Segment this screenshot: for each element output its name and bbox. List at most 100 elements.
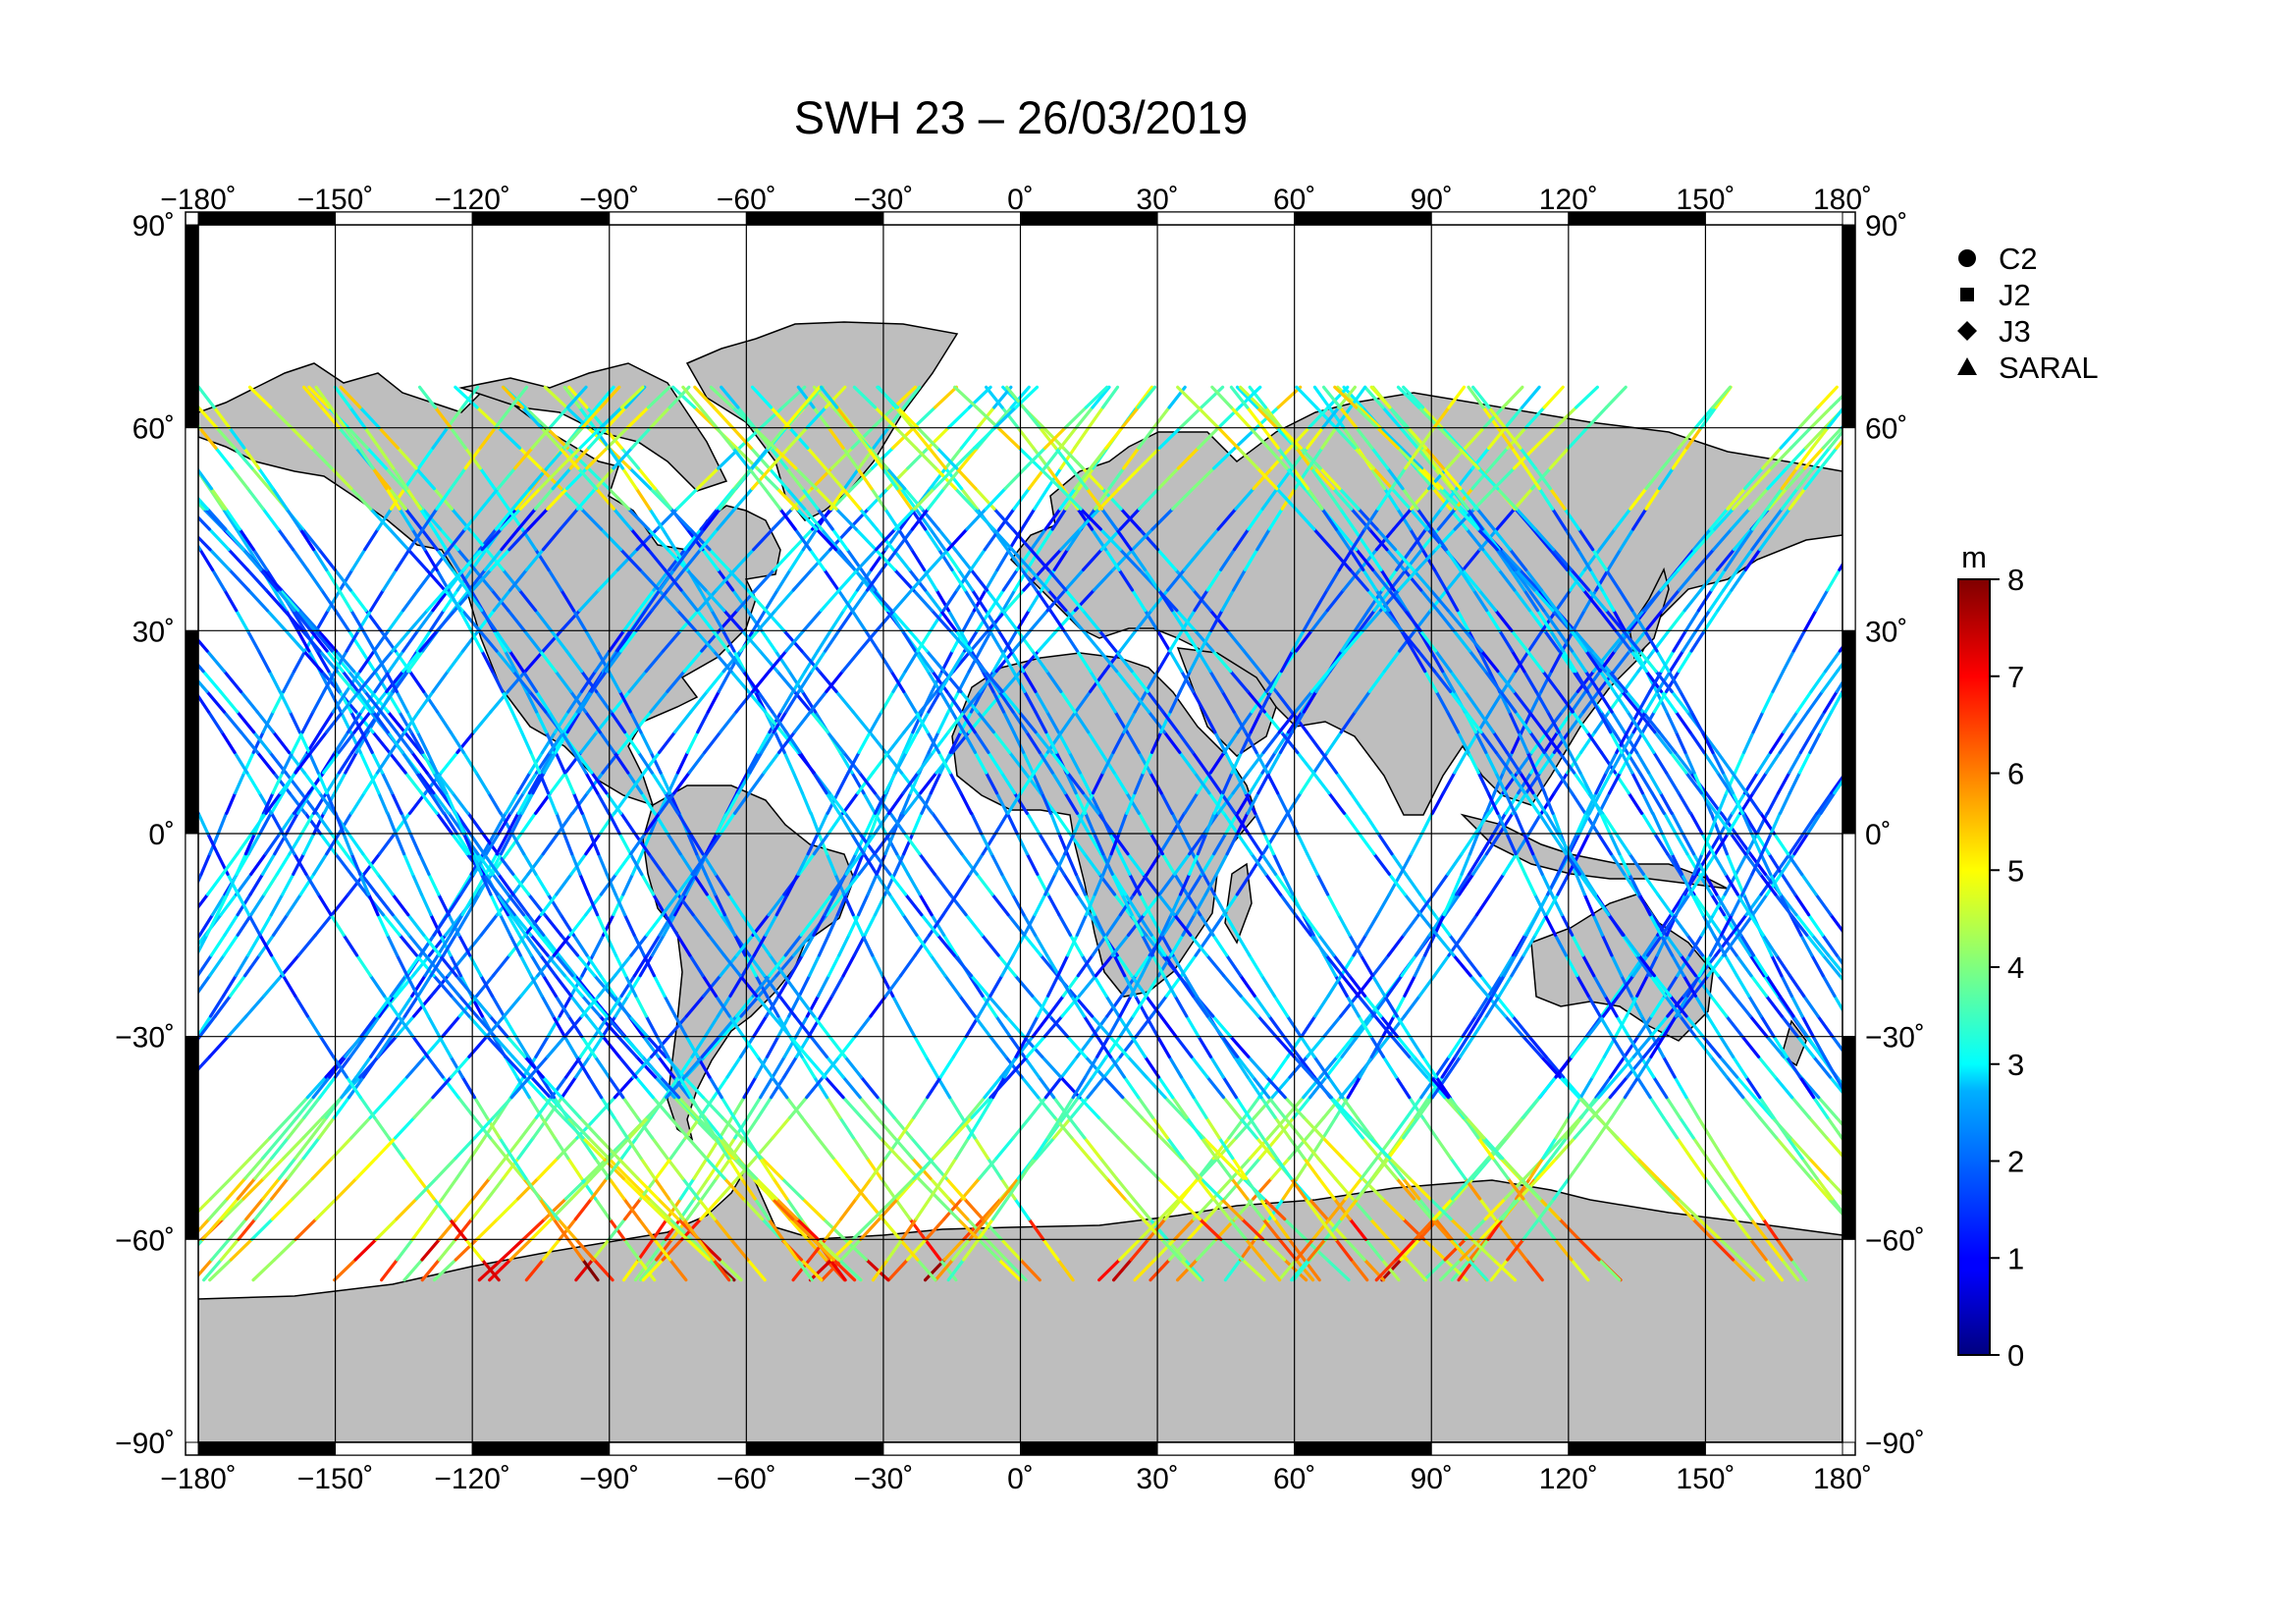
track-segment bbox=[1683, 750, 1696, 775]
track-segment bbox=[1531, 527, 1552, 552]
track-segment bbox=[1395, 1035, 1416, 1058]
track-segment bbox=[43, 1159, 60, 1179]
track-segment bbox=[1037, 1075, 1056, 1100]
track-segment bbox=[1372, 852, 1391, 876]
track-segment bbox=[1716, 588, 1734, 613]
track-segment bbox=[214, 446, 234, 470]
track-segment bbox=[1004, 1055, 1024, 1079]
track-segment bbox=[332, 1096, 351, 1119]
track-segment bbox=[1785, 466, 1807, 491]
track-segment bbox=[1199, 527, 1220, 552]
track-segment bbox=[1798, 1075, 1816, 1100]
track-segment bbox=[914, 710, 930, 734]
track-segment bbox=[584, 628, 600, 653]
track-segment bbox=[1002, 1055, 1018, 1079]
track-segment bbox=[322, 791, 337, 815]
track-segment bbox=[664, 913, 679, 937]
track-segment bbox=[400, 750, 418, 775]
track-segment bbox=[797, 974, 812, 998]
track-segment bbox=[1810, 710, 1827, 734]
track-segment bbox=[1409, 527, 1428, 552]
track-segment bbox=[825, 1096, 842, 1119]
track-segment bbox=[1183, 974, 1199, 998]
track-segment bbox=[1261, 1136, 1279, 1161]
track-segment bbox=[1062, 628, 1080, 653]
track-segment bbox=[1691, 1217, 1715, 1241]
track-segment bbox=[1488, 872, 1506, 896]
track-segment bbox=[539, 750, 555, 775]
track-segment bbox=[1174, 893, 1192, 917]
track-segment bbox=[942, 466, 962, 491]
track-segment bbox=[1576, 527, 1595, 552]
track-segment bbox=[659, 771, 672, 795]
track-segment bbox=[1467, 1258, 1489, 1282]
track-segment bbox=[520, 791, 535, 815]
track-segment bbox=[1045, 710, 1060, 734]
track-segment bbox=[37, 509, 58, 529]
track-segment bbox=[1102, 1055, 1122, 1079]
track-segment bbox=[969, 974, 990, 998]
track-segment bbox=[412, 1096, 435, 1119]
track-segment bbox=[898, 1237, 920, 1262]
track-segment bbox=[782, 974, 801, 998]
track-segment bbox=[438, 1035, 453, 1058]
track-segment bbox=[1740, 872, 1754, 896]
track-segment bbox=[1486, 791, 1500, 815]
track-segment bbox=[159, 1260, 181, 1280]
track-segment bbox=[853, 852, 865, 876]
track-segment bbox=[428, 791, 446, 815]
track-segment bbox=[509, 811, 524, 836]
track-segment bbox=[1487, 426, 1508, 450]
track-segment bbox=[1560, 628, 1575, 653]
track-segment bbox=[2050, 1199, 2070, 1219]
track-segment bbox=[48, 1219, 65, 1240]
track-segment bbox=[1069, 994, 1087, 1018]
track-segment bbox=[774, 588, 795, 613]
track-segment bbox=[394, 548, 411, 571]
track-segment bbox=[1078, 1096, 1101, 1119]
track-segment bbox=[300, 527, 321, 552]
track-segment bbox=[486, 1176, 506, 1201]
track-segment bbox=[1460, 852, 1472, 876]
track-segment bbox=[1634, 953, 1653, 978]
track-segment bbox=[1136, 1157, 1160, 1180]
track-segment bbox=[309, 446, 334, 470]
track-segment bbox=[1324, 1055, 1344, 1079]
track-segment bbox=[1161, 974, 1177, 998]
track-segment bbox=[959, 487, 980, 511]
track-segment bbox=[1591, 913, 1604, 937]
track-segment bbox=[1510, 446, 1528, 470]
track-segment bbox=[863, 913, 878, 937]
track-segment bbox=[441, 1075, 460, 1100]
track-segment bbox=[1011, 933, 1027, 957]
track-segment bbox=[1255, 1136, 1276, 1161]
track-segment bbox=[1087, 406, 1105, 430]
track-segment bbox=[1584, 791, 1598, 815]
track-segment bbox=[1173, 872, 1190, 896]
track-segment bbox=[753, 1197, 771, 1221]
track-segment bbox=[870, 446, 895, 470]
track-segment bbox=[86, 1117, 100, 1138]
track-segment bbox=[698, 588, 714, 613]
track-segment bbox=[1860, 732, 1875, 753]
track-segment bbox=[1467, 385, 1485, 409]
track-segment bbox=[1038, 426, 1058, 450]
track-segment bbox=[2041, 407, 2059, 428]
track-segment bbox=[299, 791, 319, 815]
track-segment bbox=[2102, 448, 2121, 468]
track-segment bbox=[272, 588, 289, 613]
track-segment bbox=[1254, 811, 1266, 836]
track-segment bbox=[1131, 1197, 1152, 1221]
track-segment bbox=[1000, 872, 1015, 896]
track-segment bbox=[333, 730, 350, 754]
track-segment bbox=[1760, 832, 1773, 856]
track-segment bbox=[1152, 1237, 1177, 1262]
track-segment bbox=[1782, 710, 1799, 734]
track-segment bbox=[1452, 628, 1471, 653]
track-segment bbox=[1311, 771, 1331, 795]
track-segment bbox=[387, 649, 405, 674]
track-segment bbox=[1468, 1237, 1488, 1262]
track-segment bbox=[594, 1096, 616, 1119]
track-segment bbox=[666, 548, 689, 571]
track-segment bbox=[385, 487, 401, 511]
